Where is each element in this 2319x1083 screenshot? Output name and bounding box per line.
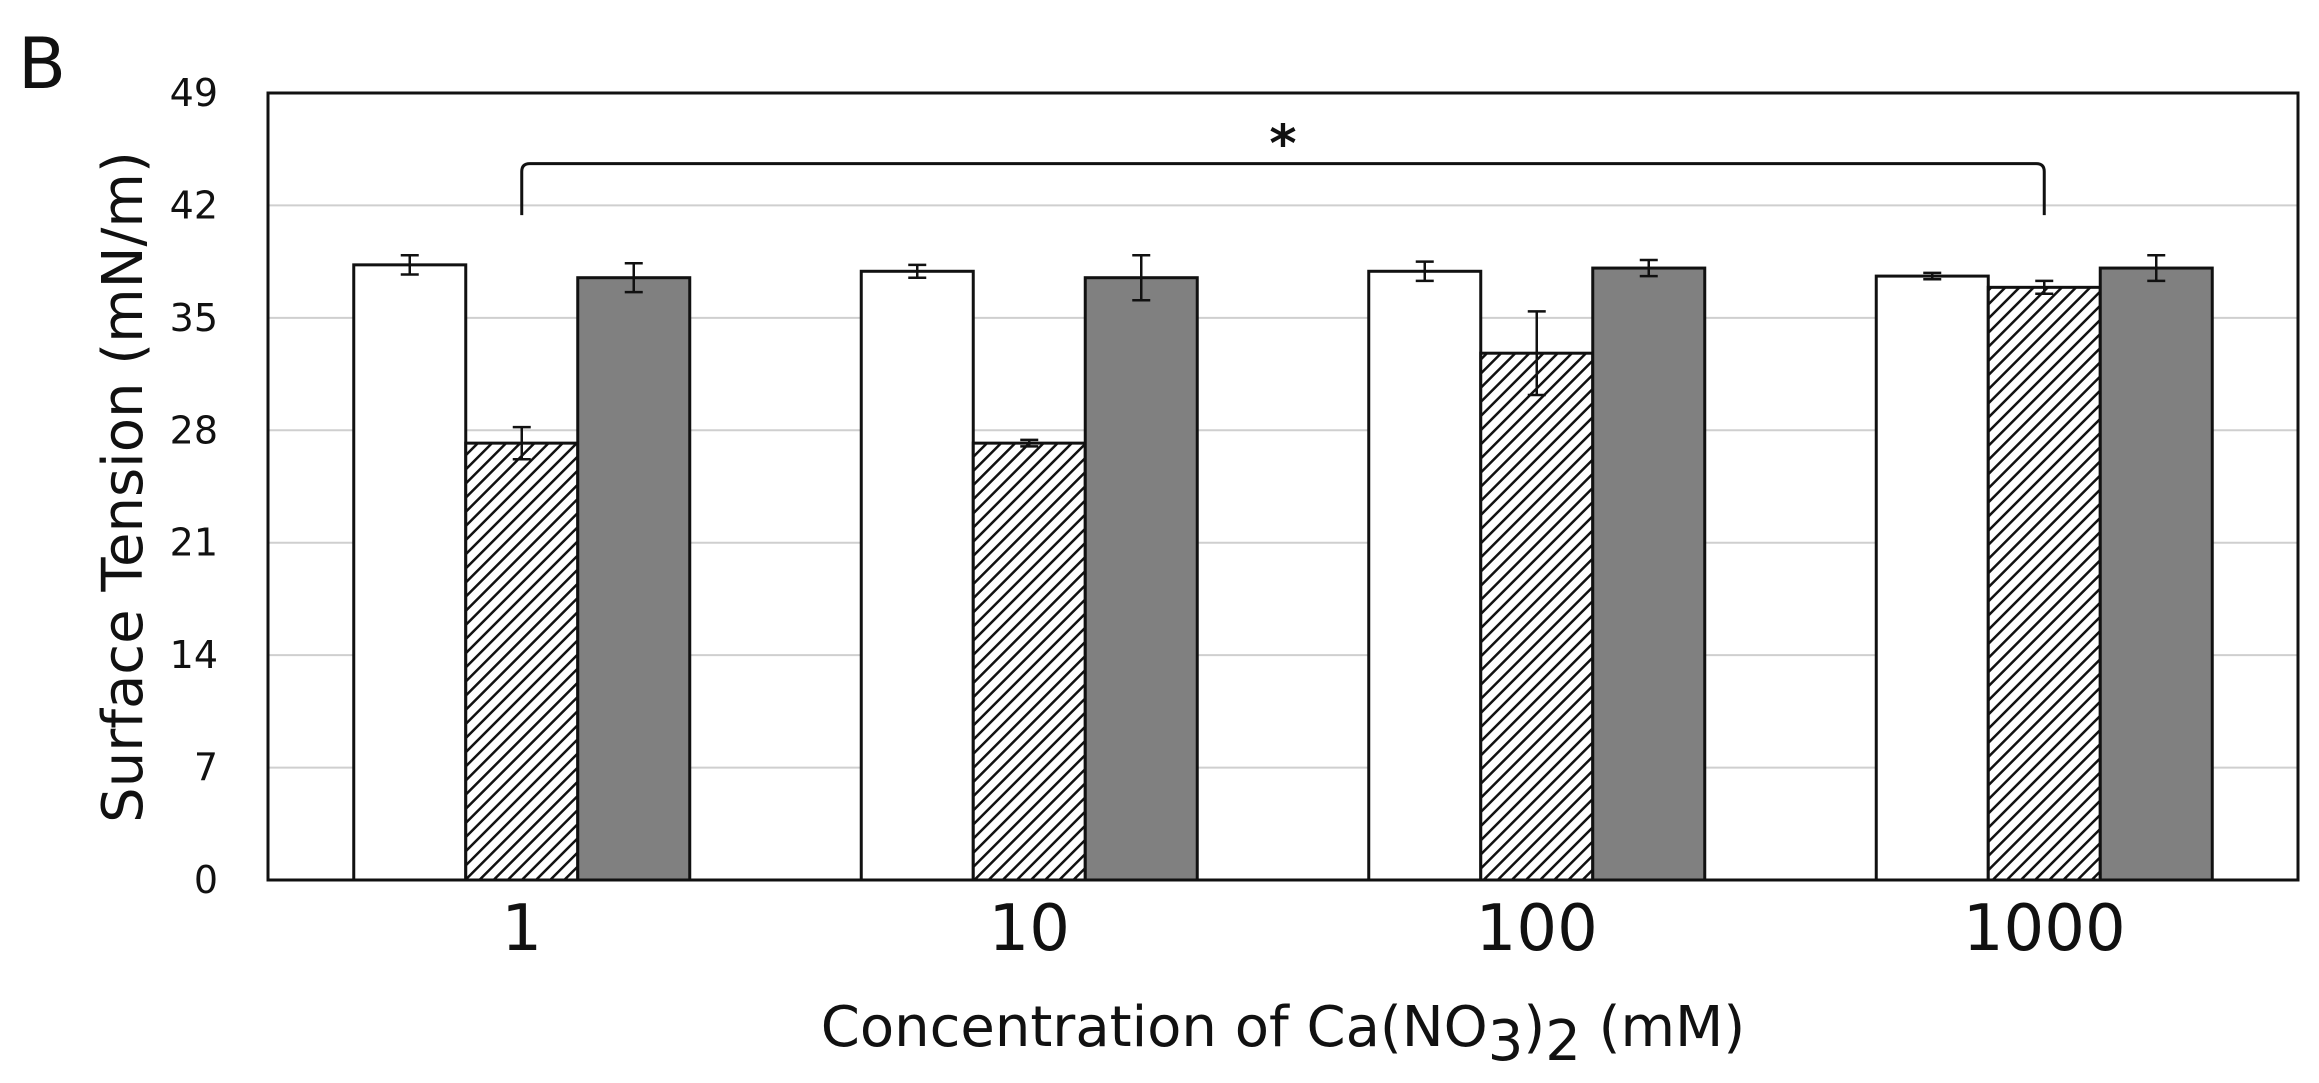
bar-hatched-100 — [1479, 351, 1595, 882]
y-tick-labels: 0 7 14 21 28 35 42 49 — [170, 71, 218, 902]
error-bar — [2035, 279, 2054, 296]
y-tick-label: 14 — [170, 633, 218, 677]
bar-white-1 — [352, 263, 468, 882]
error-bar — [1020, 438, 1039, 448]
bar-white-10 — [859, 269, 975, 882]
plot-frame — [266, 91, 2300, 882]
error-bar — [2147, 253, 2166, 283]
x-tick-label: 100 — [1476, 892, 1598, 966]
bar-white-1000 — [1874, 274, 1990, 882]
bar-hatched-1000 — [1986, 285, 2102, 882]
y-tick-label: 49 — [170, 71, 218, 115]
y-tick-label: 0 — [194, 858, 218, 902]
bar-dark-1000 — [2098, 266, 2214, 882]
x-axis-title: Concentration of Ca(NO3)2 (mM) — [821, 995, 1745, 1074]
error-bar — [1132, 253, 1151, 302]
error-bar — [624, 261, 643, 294]
x-axis-title-sub1: 3 — [1488, 1009, 1524, 1074]
error-bar — [1527, 310, 1546, 397]
bar-white-100 — [1367, 269, 1483, 882]
x-axis-title-mid: ) — [1523, 995, 1545, 1060]
error-bars — [400, 253, 2166, 461]
bar-dark-1 — [576, 276, 692, 882]
bar-hatched-10 — [971, 441, 1087, 882]
bar-dark-100 — [1591, 266, 1707, 882]
bar-hatched-1 — [464, 441, 580, 882]
error-bar — [1639, 258, 1658, 278]
panel-label: B — [18, 23, 66, 105]
error-bar — [1415, 260, 1434, 283]
x-axis-title-prefix: Concentration of Ca(NO — [821, 995, 1488, 1060]
y-tick-label: 42 — [170, 183, 218, 227]
x-axis-title-sub2: 2 — [1545, 1009, 1581, 1074]
error-bar — [908, 263, 927, 279]
significance-asterisk: * — [1269, 115, 1296, 175]
y-tick-label: 28 — [170, 408, 218, 452]
y-axis-title: Surface Tension (mN/m) — [91, 151, 156, 823]
x-tick-labels: 1 10 100 1000 — [501, 892, 2125, 966]
x-axis-title-suffix: (mM) — [1581, 995, 1745, 1060]
bracket-line — [520, 162, 2046, 216]
significance-bracket: * — [520, 115, 2046, 216]
error-bar — [512, 425, 531, 461]
bar-dark-10 — [1083, 276, 1199, 882]
x-tick-label: 1000 — [1963, 892, 2126, 966]
x-tick-label: 1 — [501, 892, 542, 966]
y-tick-label: 35 — [170, 296, 218, 340]
y-tick-label: 21 — [170, 521, 218, 565]
x-tick-label: 10 — [989, 892, 1070, 966]
bars — [352, 263, 2214, 882]
error-bar — [400, 253, 419, 276]
y-tick-label: 7 — [194, 746, 218, 790]
error-bar — [1923, 271, 1942, 281]
